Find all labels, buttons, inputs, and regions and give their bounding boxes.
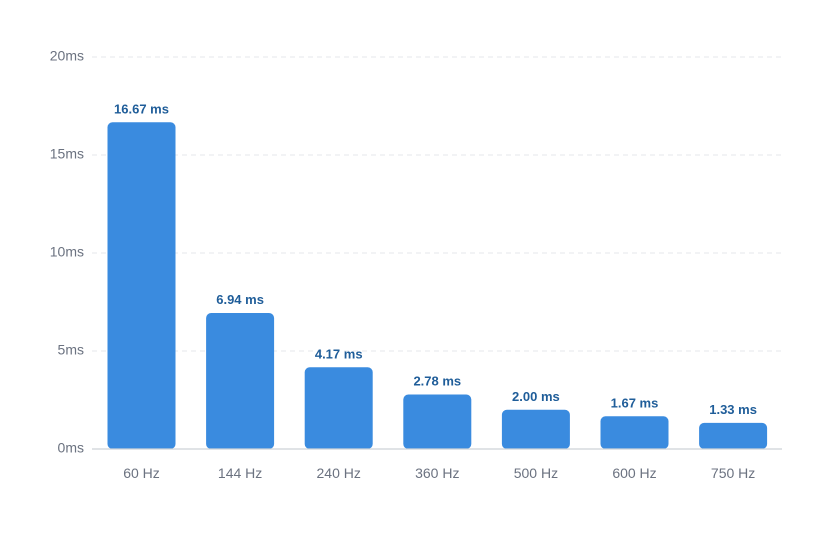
bar — [501, 409, 570, 449]
x-tick-label: 240 Hz — [317, 465, 361, 481]
data-label: 6.94 ms — [216, 292, 264, 307]
bar — [206, 312, 275, 449]
data-labels: 16.67 ms 6.94 ms 4.17 ms 2.78 ms 2.00 ms 1.67… — [114, 101, 757, 417]
data-label: 16.67 ms — [114, 101, 169, 116]
bar — [403, 394, 472, 449]
y-axis-ticks: 0ms 5ms 10ms 15ms 20ms — [50, 48, 84, 456]
y-tick-label: 15ms — [50, 146, 84, 162]
data-label: 1.33 ms — [709, 402, 757, 417]
bars — [107, 122, 768, 449]
bar — [304, 367, 373, 449]
data-label: 1.67 ms — [611, 395, 659, 410]
y-tick-label: 10ms — [50, 244, 84, 260]
x-tick-label: 600 Hz — [612, 465, 656, 481]
x-tick-label: 60 Hz — [123, 465, 160, 481]
x-tick-label: 500 Hz — [514, 465, 558, 481]
x-tick-label: 144 Hz — [218, 465, 262, 481]
x-tick-label: 360 Hz — [415, 465, 459, 481]
data-label: 4.17 ms — [315, 346, 363, 361]
y-tick-label: 0ms — [58, 440, 84, 456]
bar — [699, 422, 768, 449]
x-tick-label: 750 Hz — [711, 465, 755, 481]
data-label: 2.00 ms — [512, 389, 560, 404]
bar — [107, 122, 176, 449]
x-axis-ticks: 60 Hz 144 Hz 240 Hz 360 Hz 500 Hz 600 Hz 750 H… — [123, 465, 755, 481]
gridlines — [92, 56, 782, 352]
data-label: 2.78 ms — [413, 374, 461, 389]
y-tick-label: 20ms — [50, 48, 84, 64]
bar — [600, 416, 669, 449]
y-tick-label: 5ms — [58, 342, 84, 358]
